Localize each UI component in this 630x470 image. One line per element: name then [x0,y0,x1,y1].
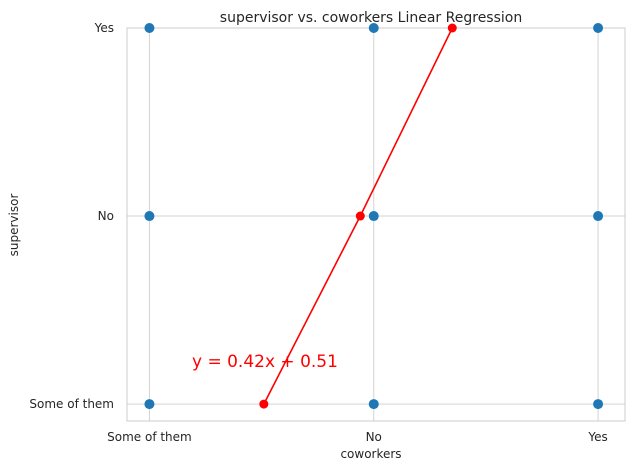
chart-title: supervisor vs. coworkers Linear Regressi… [220,10,522,26]
y-tick-label: No [98,209,114,223]
scatter-point [593,399,604,410]
y-axis-label: supervisor [7,194,21,257]
scatter-point [144,211,155,222]
scatter-point [368,399,379,410]
scatter-points [144,23,604,410]
scatter-point [144,399,155,410]
scatter-point [593,23,604,33]
regression-equation: y = 0.42x + 0.51 [192,352,338,372]
x-tick-label: Yes [587,430,607,444]
regression-point [447,23,457,33]
y-tick-label: Some of them [29,397,114,411]
scatter-point [593,211,604,222]
scatter-point [368,211,379,222]
scatter-point [144,23,155,33]
regression-point [355,211,365,221]
regression-point [259,399,269,409]
tick-labels: Some of them No Yes Some of them No Yes [29,21,607,444]
x-tick-label: No [366,430,382,444]
regression-line-group [259,23,457,409]
scatter-point [368,23,379,33]
x-tick-label: Some of them [107,430,192,444]
x-axis-label: coworkers [340,447,401,461]
y-tick-label: Yes [94,21,114,35]
